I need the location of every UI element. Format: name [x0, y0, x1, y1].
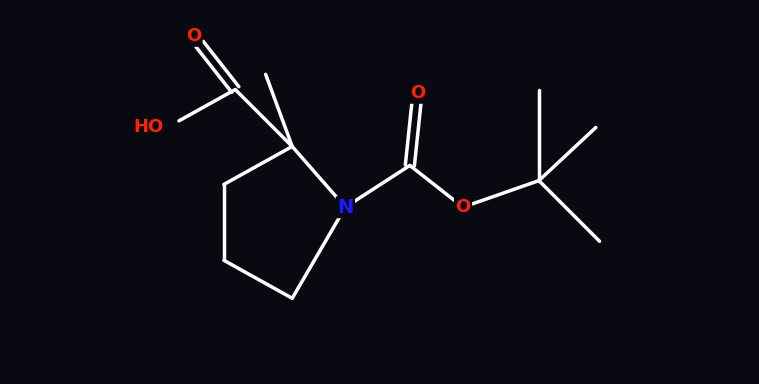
Text: O: O: [186, 27, 201, 45]
Text: N: N: [337, 198, 354, 217]
Text: O: O: [410, 84, 425, 102]
Text: HO: HO: [133, 119, 163, 136]
Text: O: O: [455, 198, 471, 216]
